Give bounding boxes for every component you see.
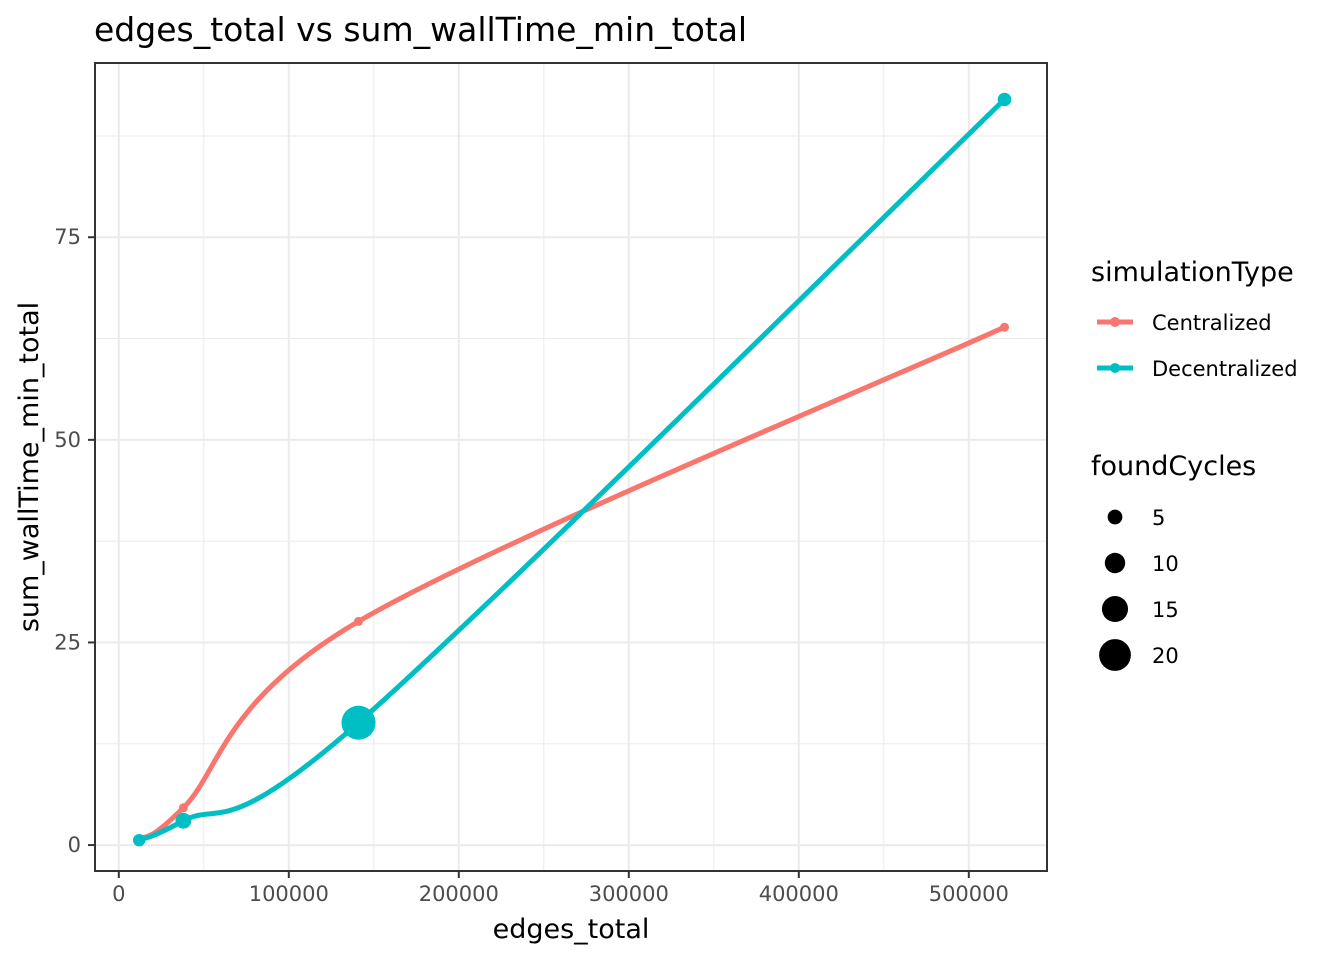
legend-size-label: 20 (1152, 644, 1179, 668)
legend-size-entries: 5 10 15 20 (1099, 506, 1179, 671)
plot-panel (94, 62, 1048, 872)
legend-size-key (1099, 639, 1131, 671)
plot-border (94, 62, 1048, 872)
legend-size-key (1104, 552, 1126, 574)
y-axis-title: sum_wallTime_min_total (14, 302, 45, 632)
data-point-decentralized (997, 92, 1012, 107)
legend: simulationType CentralizedDecentralized … (1091, 257, 1298, 671)
y-tick-label: 50 (54, 428, 81, 452)
y-tick-label: 75 (54, 225, 81, 249)
x-tick-label: 100000 (249, 882, 329, 906)
data-point-centralized (1000, 322, 1009, 332)
legend-size-label: 10 (1152, 552, 1179, 576)
y-tick-label: 0 (68, 833, 81, 857)
legend-size-title: foundCycles (1091, 451, 1256, 482)
legend-key-point (1110, 317, 1120, 327)
data-point-decentralized (132, 833, 146, 847)
x-tick-label: 0 (112, 882, 125, 906)
minor-grid (95, 63, 1047, 871)
legend-key-point (1110, 363, 1120, 373)
legend-label: Decentralized (1152, 357, 1298, 381)
plot-background (95, 63, 1047, 871)
x-tick-label: 300000 (589, 882, 669, 906)
data-point-decentralized (175, 812, 192, 829)
legend-color-entries: Centralized Decentralized (1097, 311, 1298, 381)
legend-size-key (1101, 595, 1129, 623)
legend-size-label: 5 (1152, 506, 1165, 530)
x-tick-label: 200000 (419, 882, 499, 906)
legend-label: Centralized (1152, 311, 1272, 335)
x-tick-label: 500000 (929, 882, 1009, 906)
x-tick-label: 400000 (759, 882, 839, 906)
data-point-centralized (354, 616, 363, 626)
x-axis-title: edges_total (493, 914, 650, 945)
data-point-decentralized (341, 705, 376, 740)
legend-size-key (1107, 509, 1123, 525)
y-axis: 0 25 50 75 (54, 225, 95, 857)
x-axis: 0 100000 200000 300000 400000 500000 (112, 871, 1009, 906)
legend-size-label: 15 (1152, 598, 1179, 622)
data-point-centralized (178, 803, 188, 813)
legend-color-title: simulationType (1091, 257, 1294, 288)
y-tick-label: 25 (54, 630, 81, 654)
series-points (132, 92, 1012, 847)
chart-title: edges_total vs sum_wallTime_min_total (94, 10, 747, 49)
